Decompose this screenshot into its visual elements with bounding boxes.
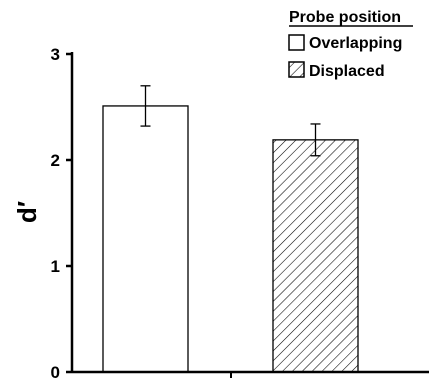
bar-displaced	[272, 139, 359, 373]
bars	[102, 105, 359, 373]
y-ticks: 0 1 2 3	[51, 45, 72, 381]
legend-swatch-displaced	[288, 61, 305, 78]
y-tick-label: 2	[51, 151, 60, 170]
y-tick-label: 3	[51, 45, 60, 64]
y-axis-title: d′	[12, 201, 42, 223]
legend-label-overlapping: Overlapping	[309, 35, 402, 52]
bar-overlapping	[102, 105, 189, 373]
y-tick-label: 1	[51, 257, 60, 276]
legend-swatch-overlapping	[288, 34, 305, 51]
error-bars	[140, 85, 321, 157]
legend-title: Probe position	[289, 9, 401, 26]
legend: Probe position Overlapping Displaced	[288, 9, 413, 80]
legend-label-displaced: Displaced	[309, 63, 385, 80]
y-tick-label: 0	[51, 363, 60, 381]
